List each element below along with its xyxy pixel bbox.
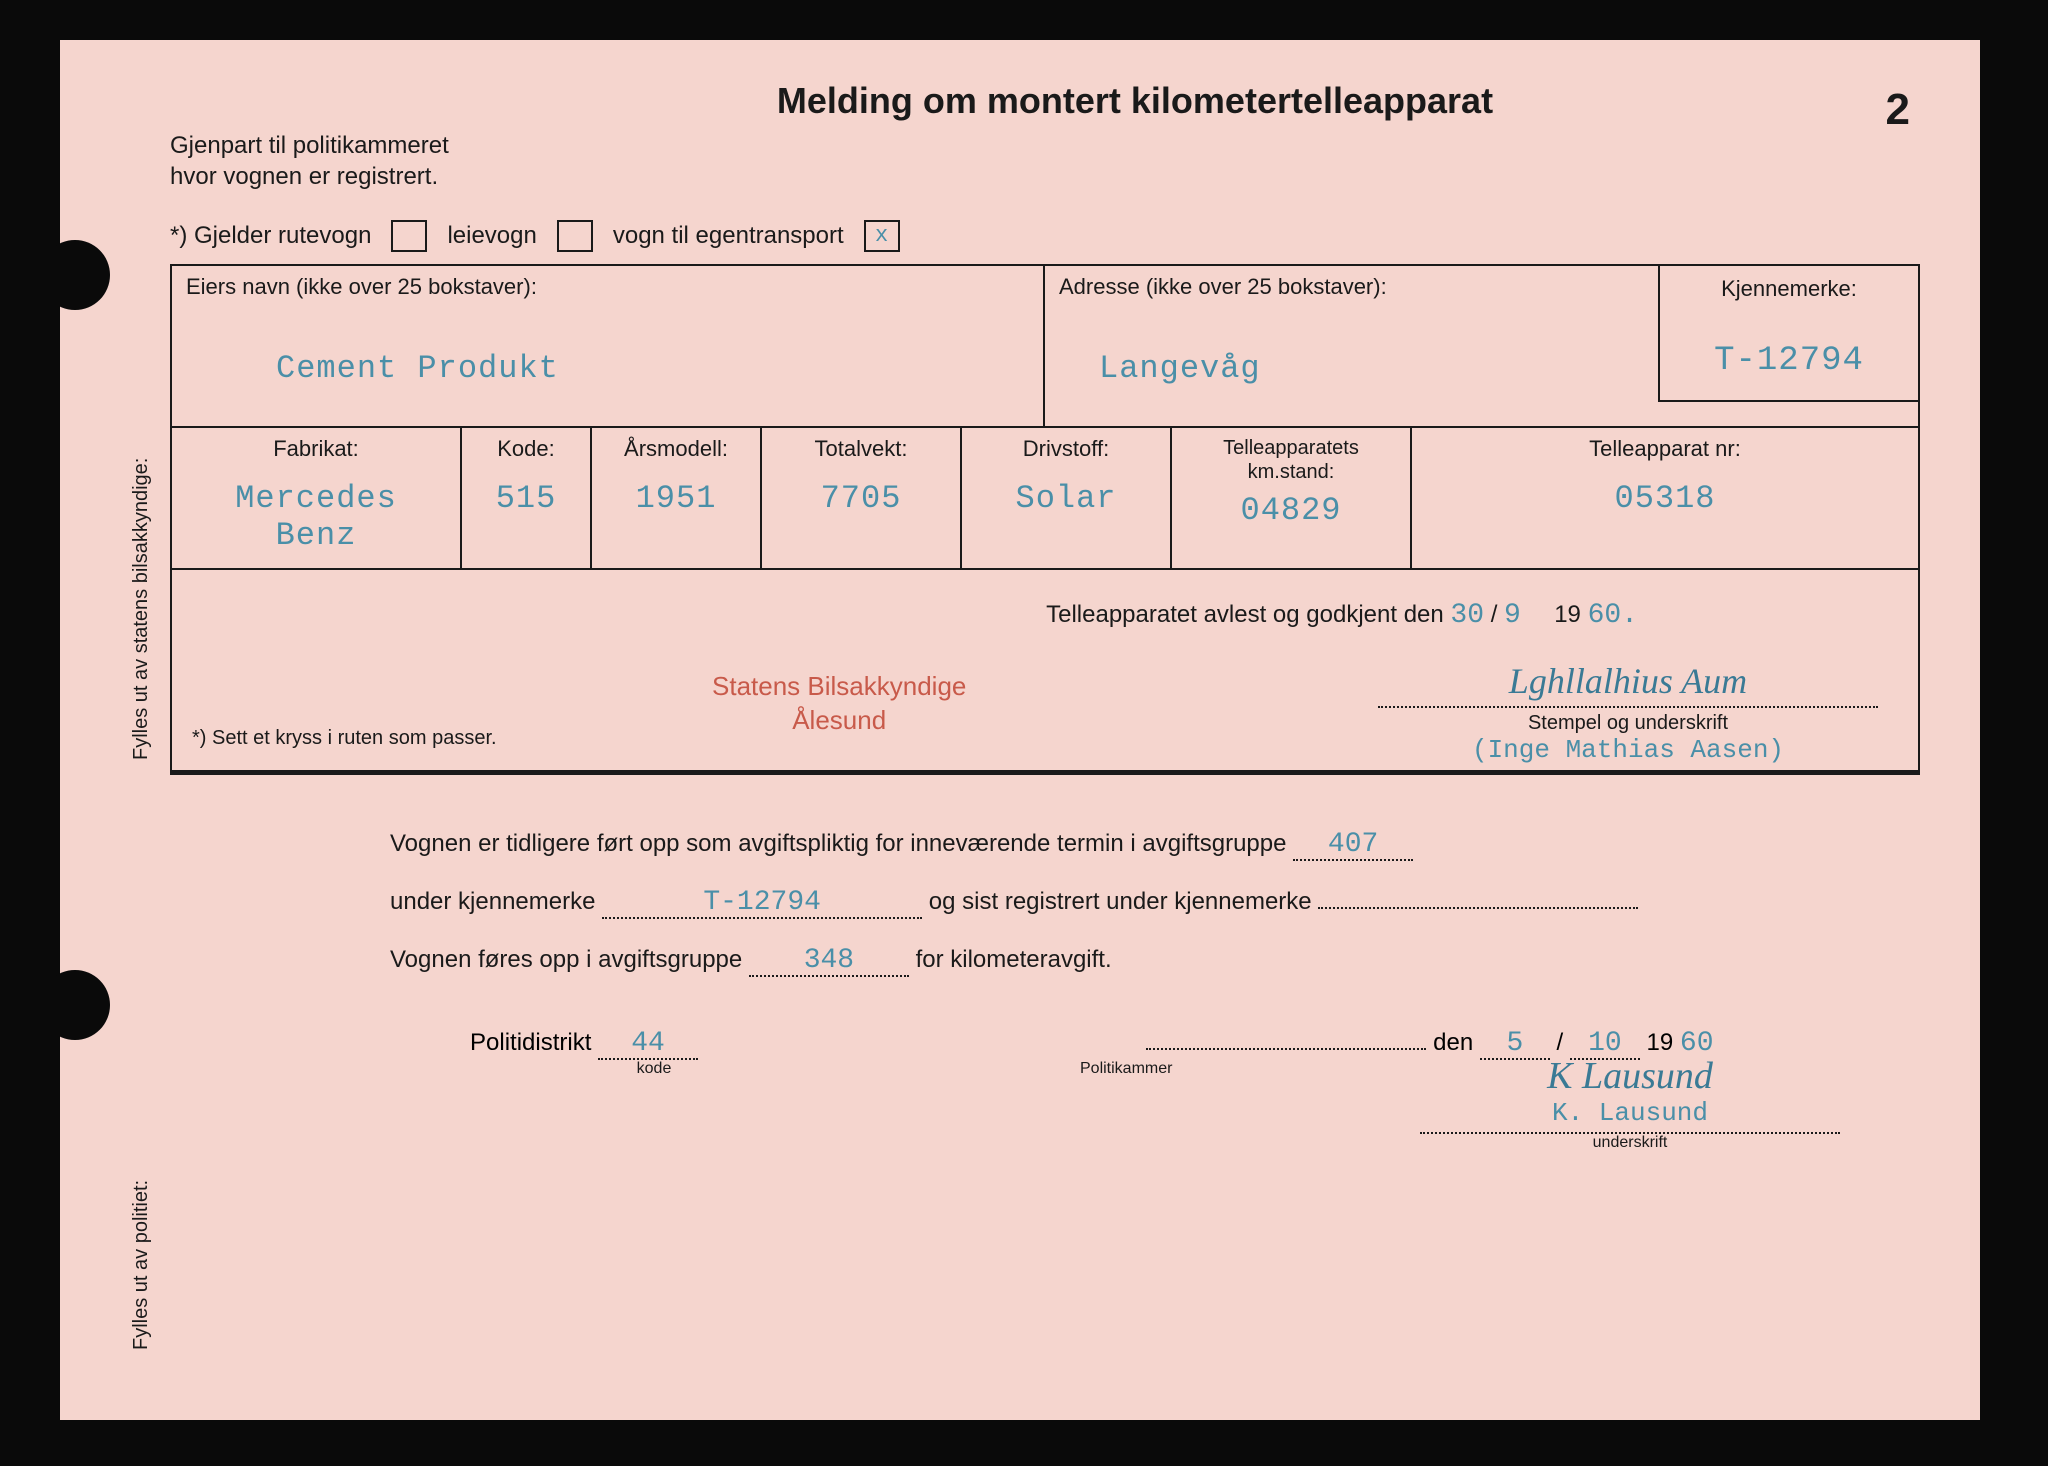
sidebar-top-label: Fylles ut av statens bilsakkyndige: — [130, 458, 153, 760]
approval-section: Telleapparatet avlest og godkjent den 30… — [172, 570, 1918, 770]
punch-hole — [40, 240, 110, 310]
form-title: Melding om montert kilometertelleapparat — [350, 80, 1920, 122]
authority-stamp: Statens Bilsakkyndige Ålesund — [712, 670, 966, 738]
kode-small-label: kode — [610, 1060, 698, 1078]
politikammer-fill — [1146, 1048, 1426, 1050]
police-kjennemerke: T-12794 — [602, 889, 922, 919]
police-line1: Vognen er tidligere ført opp som avgifts… — [390, 815, 1880, 873]
line3-text-b: for kilometeravgift. — [916, 946, 1112, 973]
drivstoff-cell: Drivstoff: Solar — [962, 428, 1172, 568]
date-signature-block: den 5 / 10 19 60 Politikammer K Lausund … — [980, 1028, 1880, 1078]
checkbox-egentransport: x — [864, 220, 900, 252]
approval-prefix: Telleapparatet avlest og godkjent den — [1046, 601, 1444, 628]
owner-address: Langevåg — [1099, 350, 1904, 387]
avgiftsgruppe1: 407 — [1293, 831, 1413, 861]
owner-name-label: Eiers navn (ikke over 25 bokstaver): — [186, 274, 1029, 300]
owner-row: Eiers navn (ikke over 25 bokstaver): Cem… — [172, 266, 1918, 428]
arsmodell-cell: Årsmodell: 1951 — [592, 428, 762, 568]
totalvekt-label: Totalvekt: — [776, 436, 946, 462]
checkbox-leievogn — [557, 220, 593, 252]
line3-text-a: Vognen føres opp i avgiftsgruppe — [390, 946, 742, 973]
form-page: 2 Melding om montert kilometertelleappar… — [60, 40, 1980, 1420]
fabrikat: Mercedes Benz — [186, 480, 446, 554]
approval-month: 9 — [1504, 600, 1521, 631]
signature-label: Stempel og underskrift — [1378, 712, 1878, 735]
police-line3: Vognen føres opp i avgiftsgruppe 348 for… — [390, 931, 1880, 989]
fabrikat-label: Fabrikat: — [186, 436, 446, 462]
owner-name: Cement Produkt — [276, 350, 1029, 387]
den-label: den — [1433, 1029, 1473, 1056]
checkbox-prefix: *) Gjelder rutevogn — [170, 222, 371, 250]
kmstand-cell: Telleapparatets km.stand: 04829 — [1172, 428, 1412, 568]
form-number: 2 — [1886, 85, 1910, 135]
stamp-line1: Statens Bilsakkyndige — [712, 671, 966, 701]
kode: 515 — [476, 480, 576, 517]
footnote: *) Sett et kryss i ruten som passer. — [192, 727, 497, 750]
slash: / — [1491, 601, 1504, 628]
arsmodell: 1951 — [606, 480, 746, 517]
police-signature-script: K Lausund — [1420, 1054, 1840, 1098]
politidistrikt: 44 — [598, 1030, 698, 1060]
kode-cell: Kode: 515 — [462, 428, 592, 568]
stamp-line2: Ålesund — [792, 705, 886, 735]
totalvekt: 7705 — [776, 480, 946, 517]
kode-label: Kode: — [476, 436, 576, 462]
kmstand-label: Telleapparatets km.stand: — [1186, 436, 1396, 484]
arsmodell-label: Årsmodell: — [606, 436, 746, 462]
fabrikat-cell: Fabrikat: Mercedes Benz — [172, 428, 462, 568]
sidebar-bottom-label: Fylles ut av politiet: — [130, 1180, 153, 1350]
date-year-prefix: 19 — [1647, 1029, 1674, 1056]
vehicle-row: Fabrikat: Mercedes Benz Kode: 515 Årsmod… — [172, 428, 1918, 570]
apparatnr-label: Telleapparat nr: — [1426, 436, 1904, 462]
signature-script: Lghllalhius Aum — [1378, 660, 1878, 708]
drivstoff-label: Drivstoff: — [976, 436, 1156, 462]
owner-address-cell: Adresse (ikke over 25 bokstaver): Langev… — [1045, 266, 1918, 426]
main-table: Kjennemerke: T-12794 Eiers navn (ikke ov… — [170, 264, 1920, 772]
police-section: Vognen er tidligere ført opp som avgifts… — [170, 775, 1920, 1008]
apparatnr: 05318 — [1426, 480, 1904, 517]
line2-text-a: under kjennemerke — [390, 888, 595, 915]
line2-text-b: og sist registrert under kjennemerke — [929, 888, 1312, 915]
signature-block: Lghllalhius Aum Stempel og underskrift (… — [1378, 660, 1878, 765]
kmstand: 04829 — [1186, 492, 1396, 529]
approval-text: Telleapparatet avlest og godkjent den 30… — [192, 600, 1898, 631]
totalvekt-cell: Totalvekt: 7705 — [762, 428, 962, 568]
police-typed-signer: K. Lausund — [1420, 1098, 1840, 1134]
approval-day: 30 — [1450, 600, 1484, 631]
subtitle: Gjenpart til politikammeret hvor vognen … — [170, 130, 1920, 192]
police-line2: under kjennemerke T-12794 og sist regist… — [390, 873, 1880, 931]
line1-text: Vognen er tidligere ført opp som avgifts… — [390, 830, 1286, 857]
subtitle-line2: hvor vognen er registrert. — [170, 163, 438, 190]
drivstoff: Solar — [976, 480, 1156, 517]
police-footer: Politidistrikt 44 kode den 5 / 10 19 60 … — [170, 1008, 1920, 1098]
checkbox-opt2: leievogn — [447, 222, 536, 250]
politidistrikt-block: Politidistrikt 44 kode — [470, 1029, 698, 1078]
avgiftsgruppe2: 348 — [749, 947, 909, 977]
police-signature-block: K Lausund K. Lausund underskrift — [1420, 1054, 1840, 1152]
owner-name-cell: Eiers navn (ikke over 25 bokstaver): Cem… — [172, 266, 1045, 426]
prev-kjennemerke — [1318, 907, 1638, 909]
punch-hole — [40, 970, 110, 1040]
politidistrikt-label: Politidistrikt — [470, 1029, 591, 1056]
checkbox-rutevogn — [391, 220, 427, 252]
checkbox-opt3: vogn til egentransport — [613, 222, 844, 250]
typed-signer-name: (Inge Mathias Aasen) — [1378, 735, 1878, 765]
subtitle-line1: Gjenpart til politikammeret — [170, 132, 449, 159]
vehicle-type-row: *) Gjelder rutevogn leievogn vogn til eg… — [170, 220, 1920, 252]
underskrift-label: underskrift — [1420, 1134, 1840, 1152]
approval-year: 60. — [1588, 600, 1638, 631]
year-prefix: 19 — [1554, 601, 1581, 628]
owner-address-label: Adresse (ikke over 25 bokstaver): — [1059, 274, 1904, 300]
apparatnr-cell: Telleapparat nr: 05318 — [1412, 428, 1918, 568]
